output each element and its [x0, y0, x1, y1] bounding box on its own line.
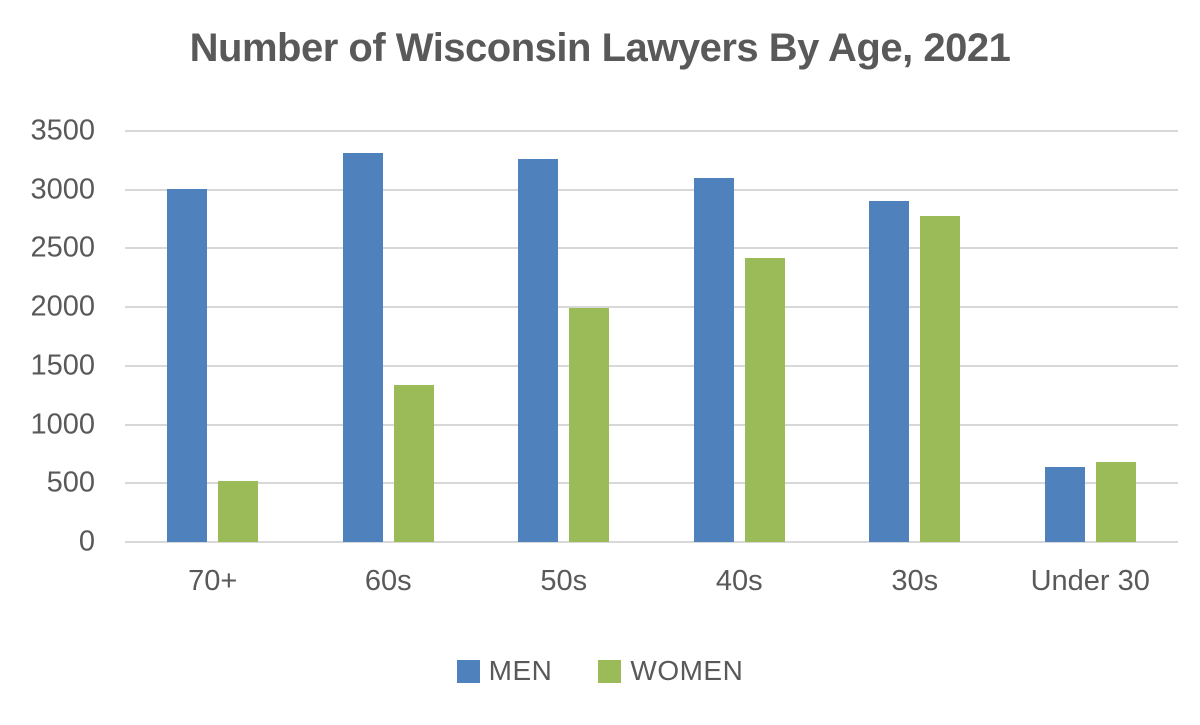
bar-women	[920, 215, 961, 542]
bar-men	[1044, 466, 1085, 542]
y-axis-tick-label: 3000	[30, 173, 95, 206]
legend: MEN WOMEN	[0, 655, 1200, 687]
legend-swatch-men-icon	[456, 659, 480, 683]
legend-item-men: MEN	[456, 655, 553, 687]
y-axis-tick-label: 2000	[30, 290, 95, 323]
gridline	[125, 188, 1178, 191]
gridline	[125, 482, 1178, 485]
gridline	[125, 247, 1178, 250]
bar-group-40s	[652, 131, 828, 542]
bar-men	[869, 201, 910, 542]
gridline	[125, 364, 1178, 367]
legend-label-men: MEN	[488, 655, 553, 686]
x-axis-tick-label: 60s	[364, 565, 412, 597]
bar-group-50s	[476, 131, 652, 542]
gridline	[125, 130, 1178, 132]
y-axis-tick-label: 1500	[30, 349, 95, 382]
bar-men	[167, 188, 208, 542]
gridline	[125, 306, 1178, 309]
x-axis-tick-label: Under 30	[1030, 565, 1150, 597]
y-axis-tick-label: 2500	[30, 231, 95, 264]
legend-swatch-women-icon	[598, 659, 622, 683]
bar-group-70-	[125, 131, 301, 542]
gridline	[125, 423, 1178, 426]
gridlines	[125, 130, 1178, 543]
y-axis-tick-label: 0	[78, 525, 95, 558]
bar-men	[518, 159, 559, 542]
gridline	[125, 541, 1178, 543]
y-axis-tick-label: 3500	[30, 114, 95, 147]
bar-men	[342, 153, 383, 542]
x-axis-tick-label: 40s	[715, 565, 763, 597]
bar-women	[218, 480, 259, 542]
legend-label-women: WOMEN	[630, 655, 744, 686]
x-axis-tick-label: 30s	[891, 565, 939, 597]
bar-groups	[125, 131, 1178, 542]
y-axis: 0 500 1000 1500 2000 2500 3000 3500	[0, 115, 95, 558]
x-axis-tick-label: 70+	[188, 565, 238, 597]
bar-women	[393, 384, 434, 542]
bar-women	[1095, 462, 1136, 542]
x-axis: 70+ 60s 50s 40s 30s Under 30	[125, 565, 1178, 598]
y-axis-tick-label: 1000	[30, 408, 95, 441]
chart-title: Number of Wisconsin Lawyers By Age, 2021	[189, 26, 1011, 70]
x-axis-tick-label: 50s	[540, 565, 588, 597]
bar-group-30s	[827, 131, 1003, 542]
bar-women	[744, 257, 785, 542]
legend-item-women: WOMEN	[598, 655, 743, 687]
y-axis-tick-label: 500	[46, 466, 95, 499]
bar-group-under-30	[1003, 131, 1179, 542]
bar-group-60s	[301, 131, 477, 542]
plot-area	[125, 130, 1178, 543]
bar-men	[693, 177, 734, 542]
bar-women	[569, 308, 610, 542]
